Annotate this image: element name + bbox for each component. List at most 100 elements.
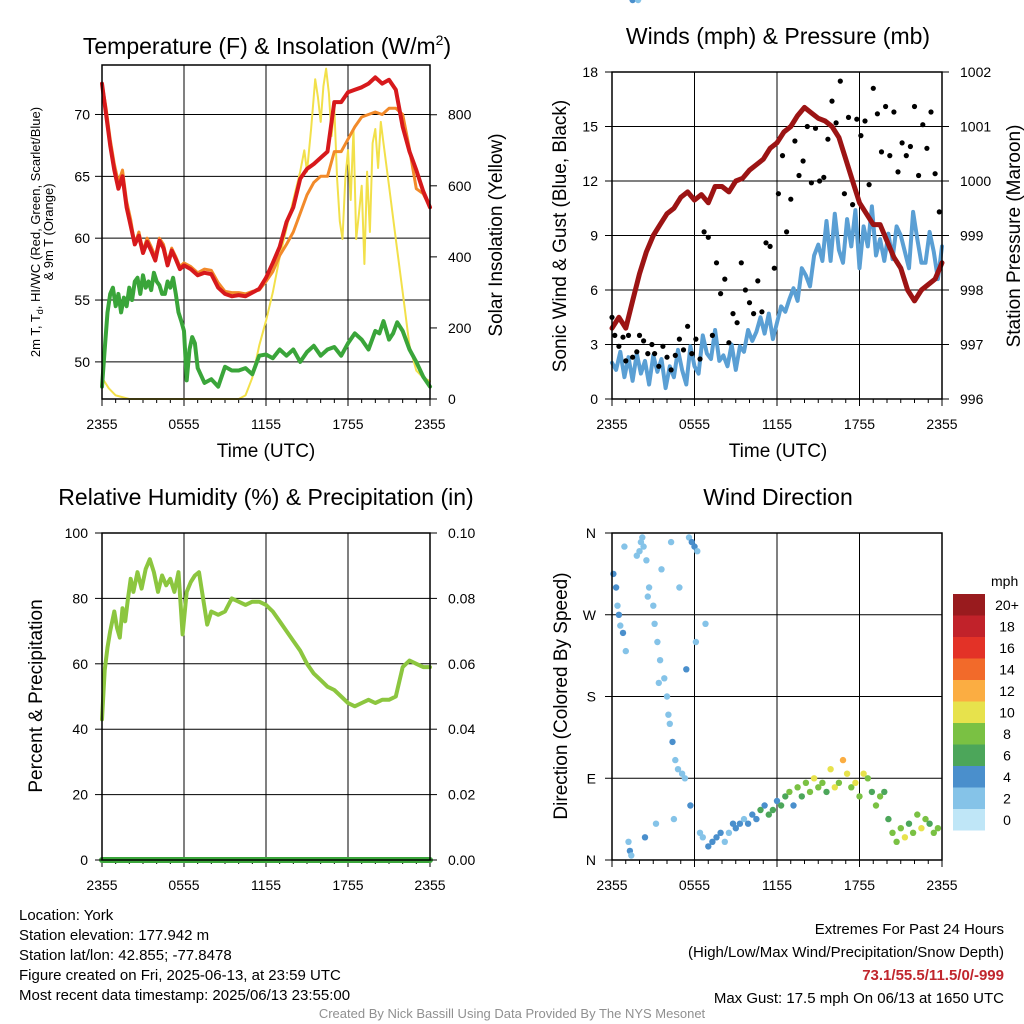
direction-point	[835, 779, 843, 786]
speed-colorbar: mph 0 2 4 6 8 10 12 14 16 18 20+	[953, 573, 1019, 831]
direction-point	[652, 820, 660, 827]
gust-point	[924, 145, 930, 151]
direction-point	[655, 679, 662, 687]
winds-grid	[611, 71, 943, 406]
colorbar-swatch	[953, 766, 985, 788]
direction-point	[732, 825, 739, 832]
extremes-values: 73.1/55.5/11.5/0/-999	[862, 967, 1004, 984]
y-tick-label: 40	[72, 721, 88, 737]
y2-tick-label: 1001	[960, 119, 991, 135]
y-tick-label: S	[587, 689, 596, 705]
direction-point	[687, 802, 694, 809]
x-tick-label: 2355	[414, 877, 445, 893]
gust-point	[845, 114, 852, 120]
direction-point	[614, 602, 621, 609]
gust-point	[742, 287, 749, 293]
direction-point	[666, 720, 673, 727]
y2-tick-label: 997	[960, 337, 984, 353]
colorbar-swatch	[953, 658, 985, 680]
x-tick-label: 2355	[926, 416, 957, 432]
y2-tick-label: 0.04	[448, 721, 475, 737]
extremes-info: Extremes For Past 24 Hours (High/Low/Max…	[688, 918, 1004, 1010]
direction-point	[794, 784, 801, 791]
winds-panel: Winds (mph) & Pressure (mb) 0 3 6 9 12 15 18 99…	[550, 23, 1024, 462]
colorbar-swatch	[953, 701, 985, 723]
winds-series	[609, 78, 945, 391]
colorbar-label: 12	[999, 683, 1015, 699]
temperature-ylabel: 2m T, Td, HI/WC (Red, Green, Scarlet/Blu…	[28, 107, 56, 357]
colorbar-swatch	[953, 615, 985, 637]
direction-point	[934, 825, 942, 832]
y-tick-label: 60	[74, 230, 90, 246]
gust-point	[680, 347, 687, 353]
winds-title: Winds (mph) & Pressure (mb)	[626, 23, 930, 49]
winds-ticks: 0 3 6 9 12 15 18 996 997 998 999 1000 1001 1002 2355 05…	[582, 64, 991, 432]
gust-point	[656, 363, 662, 369]
max-gust: Max Gust: 17.5 mph On 06/13 at 1650 UTC	[713, 990, 1004, 1007]
direction-grid	[611, 532, 943, 867]
x-tick-label: 1155	[251, 416, 281, 432]
y2-tick-label: 999	[960, 228, 984, 244]
direction-point	[868, 788, 876, 796]
y-tick-label: 0	[590, 391, 598, 407]
direction-point	[823, 788, 830, 796]
gust-point	[676, 336, 683, 342]
direction-point	[681, 775, 689, 782]
x-tick-label: 0555	[168, 416, 199, 432]
gust-point	[709, 332, 716, 338]
gust-point	[874, 111, 881, 117]
temp-line	[100, 75, 432, 299]
direction-point	[650, 602, 657, 609]
direction-point	[819, 779, 826, 786]
colorbar-label: 0	[1003, 812, 1011, 828]
direction-point	[612, 584, 620, 591]
direction-point	[658, 566, 665, 573]
temperature-frame	[101, 64, 431, 400]
direction-point	[619, 629, 627, 637]
direction-point	[761, 802, 768, 809]
direction-point	[810, 775, 818, 782]
direction-point	[678, 770, 686, 777]
humidity-panel: Relative Humidity (%) & Precipitation (i…	[26, 484, 475, 893]
y2-tick-label: 800	[448, 107, 472, 123]
direction-point	[872, 802, 880, 809]
gust-point	[713, 260, 720, 266]
temperature-ticks: 50 55 60 65 70 0 200 400 600 800 2355 0555 1155 1755 2…	[74, 106, 471, 432]
direction-point	[765, 811, 772, 818]
direction-point	[721, 838, 728, 845]
direction-point	[757, 806, 764, 814]
gust-point	[672, 352, 678, 358]
colorbar-label: 16	[999, 640, 1015, 656]
y2-tick-label: 0.00	[448, 852, 475, 868]
gust-point	[928, 109, 934, 115]
gust-point	[755, 278, 761, 284]
gust-point	[620, 334, 626, 340]
x-tick-label: 1155	[762, 877, 792, 893]
y2-tick-label: 600	[448, 178, 472, 194]
colorbar-swatch	[953, 809, 985, 831]
direction-point	[717, 829, 724, 836]
winds-ylabel: Sonic Wind & Gust (Blue, Black)	[550, 100, 571, 372]
direction-point	[926, 820, 933, 827]
x-tick-label: 1755	[844, 877, 875, 893]
x-tick-label: 1155	[251, 877, 281, 893]
gust-point	[771, 265, 777, 271]
direction-point	[610, 570, 617, 578]
direction-series	[610, 0, 942, 859]
colorbar-label: 4	[1003, 769, 1011, 785]
gust-point	[652, 351, 658, 357]
gust-point	[689, 351, 695, 357]
gust-point	[775, 191, 782, 197]
gust-point	[612, 332, 618, 338]
direction-point	[744, 820, 752, 827]
direction-point	[918, 825, 925, 832]
x-tick-label: 1155	[762, 416, 792, 432]
direction-point	[777, 802, 785, 809]
humidity-ticks: 0 0.00 20 0.02 40 0.04 60 0.06 80 0.08 100 0.10 2355…	[65, 525, 476, 893]
direction-point	[670, 815, 678, 823]
x-tick-label: 2355	[414, 416, 445, 432]
x-tick-label: 1755	[844, 416, 875, 432]
gust-point	[936, 209, 942, 215]
